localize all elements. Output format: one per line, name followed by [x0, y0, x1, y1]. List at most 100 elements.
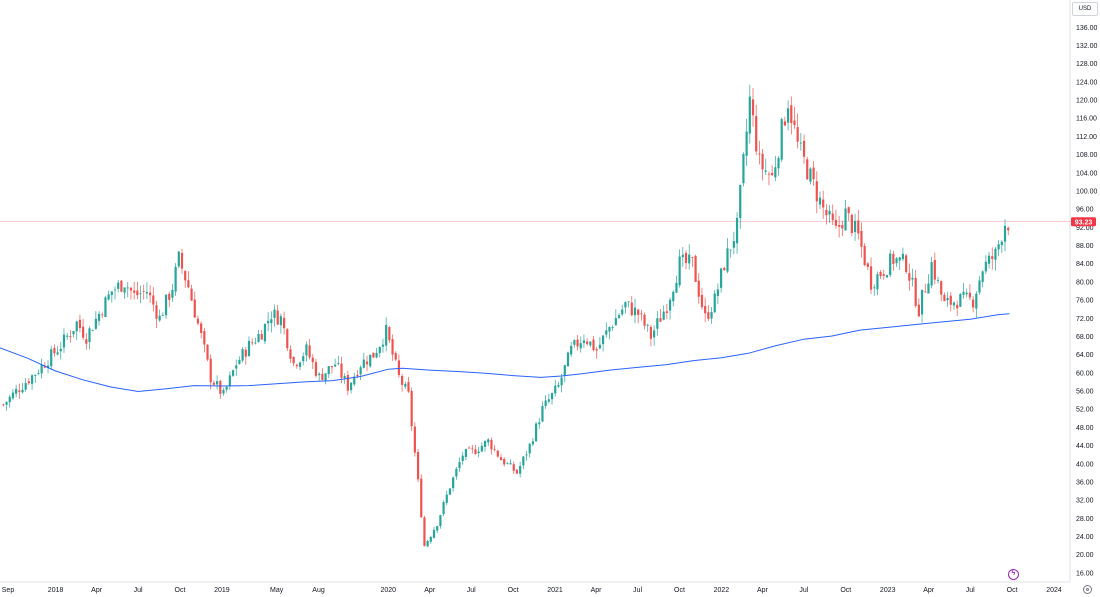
candle: [139, 285, 142, 304]
candle: [614, 309, 617, 326]
candle: [790, 96, 793, 135]
candle: [149, 285, 152, 303]
candle: [566, 351, 570, 367]
candle: [777, 156, 780, 176]
candle: [452, 476, 455, 492]
candlestick-series: [2, 84, 1010, 548]
candle: [806, 156, 809, 180]
candle: [101, 312, 104, 319]
x-tick-label: 2021: [547, 587, 563, 594]
candle: [337, 355, 340, 366]
candle: [490, 437, 493, 455]
candle: [914, 270, 917, 308]
candle: [675, 275, 678, 293]
candle: [707, 305, 710, 321]
candle: [436, 525, 439, 534]
candle: [187, 271, 190, 289]
candle: [895, 257, 898, 267]
candle: [946, 291, 949, 307]
candle: [841, 220, 844, 237]
candle: [107, 290, 110, 301]
candle: [582, 334, 586, 348]
candle: [640, 309, 643, 321]
candle: [282, 311, 286, 335]
candle: [168, 291, 171, 308]
candle: [940, 280, 943, 302]
candle: [962, 282, 965, 299]
candle: [2, 403, 5, 407]
candle: [735, 212, 739, 254]
candle: [372, 352, 375, 358]
candle: [66, 332, 69, 340]
candle: [222, 387, 225, 396]
candle: [534, 421, 538, 443]
candle: [126, 282, 129, 298]
candle: [308, 339, 311, 360]
candle: [595, 346, 598, 359]
candle: [908, 263, 911, 291]
candle: [834, 209, 838, 229]
candle: [978, 276, 981, 295]
candle: [838, 215, 841, 238]
gear-icon[interactable]: [1083, 585, 1092, 594]
y-tick-label: 84.00: [1076, 261, 1094, 268]
candle: [994, 247, 997, 271]
candle: [318, 372, 321, 381]
y-tick-label: 92.00: [1076, 225, 1094, 232]
x-tick-label: 2024: [1046, 587, 1062, 594]
candle: [298, 361, 302, 371]
candle: [499, 454, 503, 461]
x-tick-label: Jul: [633, 587, 642, 594]
candle: [461, 451, 464, 465]
candle: [713, 289, 716, 314]
candle: [506, 462, 509, 465]
candle: [879, 269, 882, 280]
candle: [59, 341, 62, 360]
candle: [375, 347, 378, 359]
candle: [866, 262, 869, 271]
candle: [924, 283, 927, 293]
moving-average-line: [0, 313, 1010, 393]
candle: [522, 456, 525, 470]
candle: [659, 309, 662, 322]
lightning-event-icon[interactable]: ϟ: [1008, 569, 1019, 580]
candle: [672, 290, 675, 307]
candle: [605, 322, 608, 338]
candle: [630, 296, 633, 317]
y-tick-label: 56.00: [1076, 389, 1094, 396]
candle: [901, 247, 905, 262]
candle: [37, 369, 40, 376]
y-tick-label: 60.00: [1076, 370, 1094, 377]
candle: [729, 249, 732, 258]
candle: [241, 347, 244, 363]
candle: [254, 337, 257, 345]
candle: [480, 442, 483, 452]
candle: [321, 368, 324, 381]
y-tick-label: 44.00: [1076, 443, 1094, 450]
candle: [643, 312, 646, 330]
candle: [136, 281, 139, 300]
candle: [761, 148, 764, 181]
candle: [467, 446, 471, 449]
candle: [850, 213, 853, 237]
candle: [771, 165, 774, 177]
candle: [981, 270, 984, 288]
candle: [601, 335, 605, 352]
candle: [621, 304, 624, 317]
candle: [46, 360, 50, 374]
candle: [853, 213, 857, 241]
candle: [825, 204, 828, 225]
candle: [688, 244, 691, 270]
candle: [541, 401, 544, 423]
candle: [388, 325, 391, 344]
candle: [857, 209, 860, 240]
candle: [152, 287, 155, 312]
candle: [483, 440, 487, 452]
candle: [410, 387, 413, 432]
candle: [646, 323, 649, 332]
candle: [407, 376, 410, 394]
last-price-tag: 93.23: [1071, 217, 1096, 227]
candle: [493, 445, 496, 452]
currency-selector-button[interactable]: USD: [1072, 2, 1098, 16]
